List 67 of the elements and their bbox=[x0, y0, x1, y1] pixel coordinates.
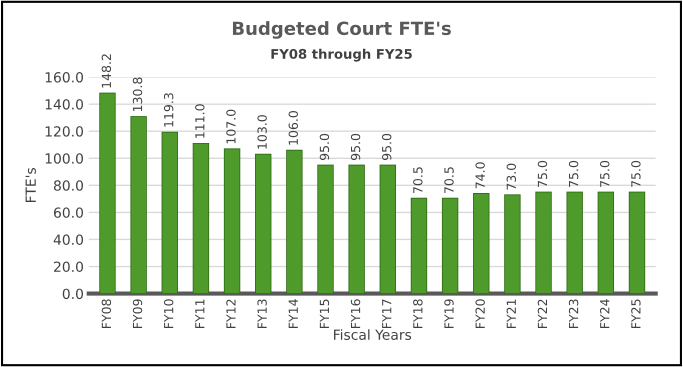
x-tick-label: FY10 bbox=[164, 299, 174, 328]
chart-title: Budgeted Court FTE's bbox=[232, 21, 451, 39]
data-label: 119.3 bbox=[164, 93, 174, 127]
chart-subtitle: FY08 through FY25 bbox=[271, 48, 412, 62]
data-label: 75.0 bbox=[631, 160, 641, 187]
bar bbox=[566, 192, 583, 294]
x-tick-label: FY13 bbox=[257, 299, 267, 328]
y-tick-label: 20.0 bbox=[54, 262, 84, 272]
data-label: 95.0 bbox=[320, 134, 330, 160]
data-label: 70.5 bbox=[444, 167, 454, 193]
x-tick-label: FY19 bbox=[444, 299, 454, 328]
x-tick-label: FY11 bbox=[195, 300, 204, 328]
bar bbox=[628, 192, 646, 294]
data-label: 148.2 bbox=[102, 54, 112, 88]
bar bbox=[504, 194, 521, 294]
bar bbox=[442, 198, 458, 294]
bar bbox=[130, 116, 147, 294]
x-tick-label: FY15 bbox=[320, 300, 330, 328]
y-tick-label: 160.0 bbox=[46, 72, 84, 83]
data-label: 73.0 bbox=[506, 164, 516, 190]
y-tick-label: 60.0 bbox=[54, 207, 84, 218]
data-label: 70.5 bbox=[413, 167, 423, 193]
x-tick-label: FY22 bbox=[538, 300, 547, 328]
data-label: 107.0 bbox=[226, 110, 236, 144]
data-label: 75.0 bbox=[600, 160, 610, 187]
x-tick-label: FY24 bbox=[600, 299, 610, 328]
bar bbox=[317, 164, 334, 294]
y-tick-label: 80.0 bbox=[54, 180, 84, 191]
data-label: 106.0 bbox=[288, 111, 298, 145]
data-label: 74.0 bbox=[475, 162, 485, 188]
data-label: 95.0 bbox=[382, 134, 392, 160]
data-label: 75.0 bbox=[538, 160, 548, 187]
bar bbox=[410, 198, 428, 294]
bar bbox=[192, 142, 210, 294]
x-tick-label: FY18 bbox=[413, 299, 423, 328]
x-tick-label: FY25 bbox=[631, 300, 641, 328]
y-tick-label: 100.0 bbox=[46, 153, 84, 164]
x-axis-title: Fiscal Years bbox=[334, 329, 412, 340]
x-tick-label: FY16 bbox=[350, 299, 360, 328]
bar bbox=[598, 192, 614, 294]
y-tick-label: 0.0 bbox=[62, 288, 84, 300]
bar bbox=[286, 150, 303, 294]
bar bbox=[380, 164, 396, 294]
x-tick-label: FY09 bbox=[132, 299, 142, 328]
bar bbox=[99, 92, 116, 294]
data-label: 95.0 bbox=[350, 134, 360, 160]
x-tick-label: FY23 bbox=[568, 299, 578, 328]
x-tick-label: FY14 bbox=[288, 299, 298, 328]
x-tick-label: FY08 bbox=[102, 299, 112, 328]
data-label: 111.0 bbox=[195, 104, 205, 138]
bar bbox=[162, 132, 178, 294]
y-tick-label: 140.0 bbox=[46, 99, 84, 110]
bar bbox=[535, 192, 552, 294]
bar bbox=[473, 193, 490, 294]
data-label: 130.8 bbox=[132, 77, 142, 112]
x-tick-label: FY17 bbox=[382, 300, 392, 328]
data-label: 103.0 bbox=[257, 115, 267, 149]
y-tick-label: 40.0 bbox=[54, 234, 84, 245]
data-label: 75.0 bbox=[568, 160, 578, 187]
y-tick-label: 120.0 bbox=[46, 126, 84, 137]
x-tick-label: FY20 bbox=[475, 299, 485, 328]
bar bbox=[255, 154, 272, 294]
bar bbox=[348, 164, 365, 294]
bar bbox=[224, 148, 240, 294]
x-tick-label: FY21 bbox=[506, 300, 516, 328]
x-tick-label: FY12 bbox=[226, 300, 236, 328]
y-axis-title: FTE's bbox=[26, 168, 36, 202]
